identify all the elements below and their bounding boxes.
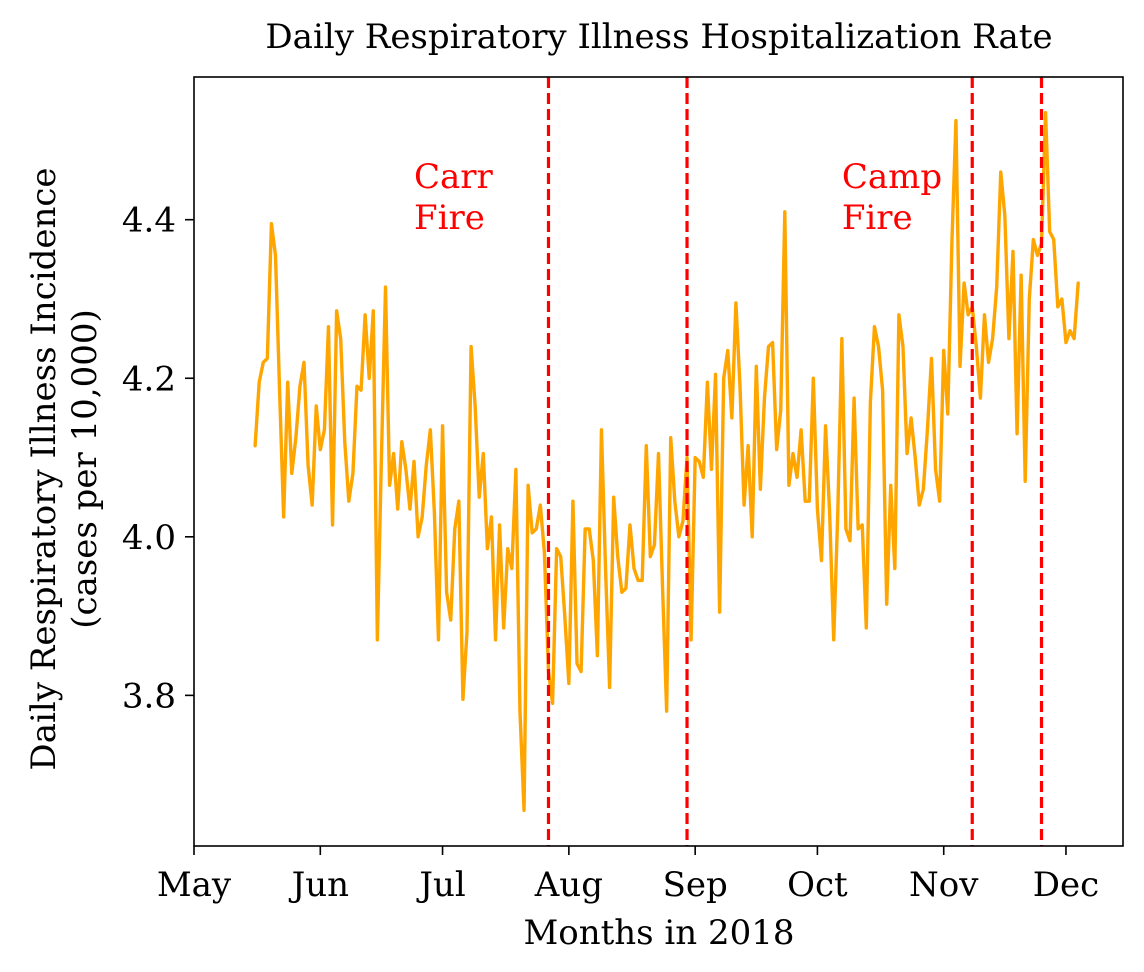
x-tick-label-1: Jun	[289, 865, 349, 905]
y-axis-label: Daily Respiratory Illness Incidence (cas…	[24, 167, 105, 770]
y-tick-label-3: 4.4	[122, 201, 176, 241]
x-tick-label-7: Dec	[1033, 865, 1099, 905]
series-layer	[253, 110, 1080, 813]
x-axis-label: Months in 2018	[523, 913, 794, 953]
event-line-layer	[546, 77, 1044, 846]
series-line-0	[253, 110, 1080, 813]
y-axis: 3.8 4.0 4.2 4.4	[122, 201, 194, 716]
annotation-0-line-0: Carr	[414, 157, 494, 197]
plot-frame	[193, 76, 1124, 847]
y-axis-label-line-2: (cases per 10,000)	[65, 309, 105, 629]
x-tick-label-5: Oct	[787, 865, 848, 905]
x-tick-label-0: May	[157, 865, 232, 905]
chart-title: Daily Respiratory Illness Hospitalizatio…	[265, 17, 1052, 57]
y-tick-label-2: 4.2	[122, 359, 176, 399]
x-tick-label-2: Jul	[416, 865, 465, 905]
x-tick-label-6: Nov	[909, 865, 979, 905]
annotation-0-line-1: Fire	[414, 198, 485, 238]
y-tick-label-1: 4.0	[122, 518, 176, 558]
y-tick-label-0: 3.8	[122, 676, 176, 716]
annotation-1-line-1: Fire	[842, 198, 913, 238]
x-axis: May Jun Jul Aug Sep Oct Nov Dec	[157, 846, 1099, 905]
x-tick-label-4: Sep	[663, 865, 728, 905]
x-tick-label-3: Aug	[534, 865, 603, 905]
y-axis-label-line-1: Daily Respiratory Illness Incidence	[24, 167, 64, 770]
annotation-1-line-0: Camp	[842, 157, 942, 197]
